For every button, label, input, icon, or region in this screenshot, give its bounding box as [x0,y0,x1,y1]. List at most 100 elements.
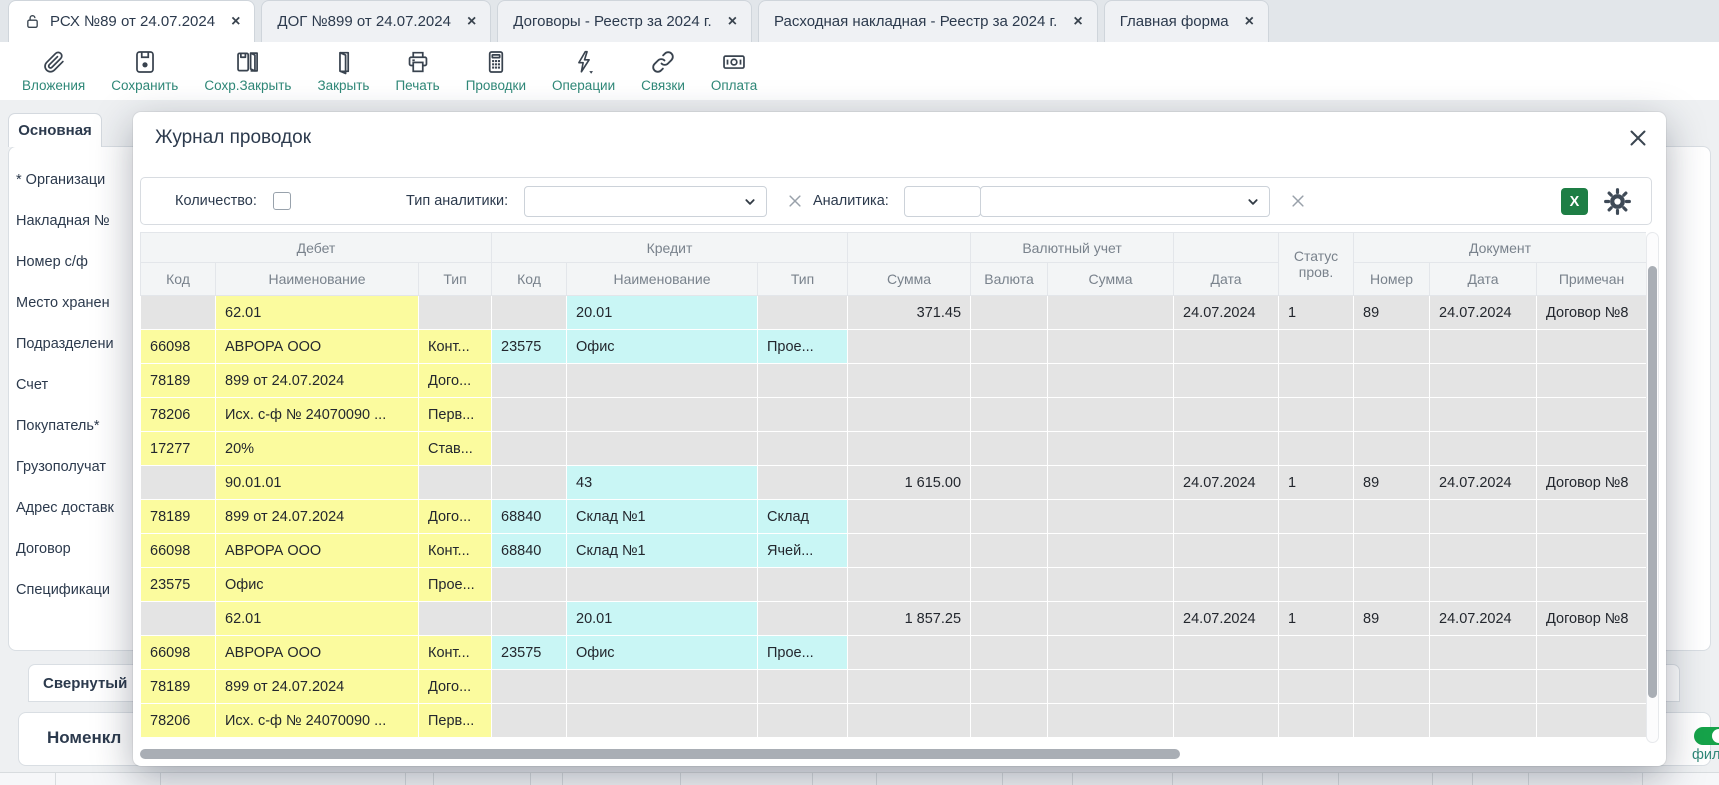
toolbar-button-links[interactable]: Связки [641,49,685,93]
table-cell [1278,329,1355,364]
posting-group-row[interactable]: 90.01.01 43 1 615.00 24.07.2024 1 89 24.07.202… [140,465,1646,500]
table-cell: 1 [1278,295,1355,330]
save-icon [132,49,158,75]
table-cell [1353,431,1431,466]
lightning-icon [571,49,597,75]
grid-group-header: Документ [1353,232,1646,263]
table-cell [1047,431,1175,466]
toolbar-button-payment[interactable]: Оплата [711,49,757,93]
table-cell: АВРОРА ООО [215,533,419,568]
table-cell: 78206 [140,703,216,738]
posting-detail-row[interactable]: 66098 АВРОРА ООО Конт... 23575 Офис Прое... [140,329,1646,364]
toolbar: Вложения Сохранить Сохр.Закрыть Закрыть Печа… [0,42,1719,100]
table-cell [1173,635,1280,670]
toolbar-button-label: Сохр.Закрыть [204,78,292,93]
analytics-type-select[interactable] [524,186,767,217]
toolbar-button-operations[interactable]: Операции [552,49,615,93]
tab-rsx-89-label: РСХ №89 от 24.07.2024 [50,13,216,30]
banknote-icon [721,49,747,75]
table-cell: 1 [1278,465,1355,500]
posting-group-row[interactable]: 62.01 20.01 371.45 24.07.2024 1 89 24.07.2024 Д… [140,295,1646,330]
posting-detail-row[interactable]: 78206 Исх. с-ф № 24070090 ... Перв... [140,703,1646,738]
toolbar-button-close[interactable]: Закрыть [317,49,369,93]
table-cell: Перв... [418,703,492,738]
tab-main-form[interactable]: Главная форма × [1103,0,1269,42]
door-icon [330,49,356,75]
clear-analytics-type-icon[interactable] [786,192,804,210]
export-excel-button[interactable]: X [1561,188,1588,215]
tab-close-icon[interactable]: × [1073,12,1083,30]
tab-contracts-registry[interactable]: Договоры - Реестр за 2024 г. × [497,0,753,42]
tab-expense-invoice-registry[interactable]: Расходная накладная - Реестр за 2024 г. × [758,0,1098,42]
table-cell: Прое... [756,635,849,670]
table-cell: 371.45 [847,295,972,330]
postings-grid: Дебет Кредит Валютный учет Статус пров. Доку… [140,232,1646,738]
posting-detail-row[interactable]: 78189 899 от 24.07.2024 Дого... [140,669,1646,704]
posting-detail-row[interactable]: 78206 Исх. с-ф № 24070090 ... Перв... [140,397,1646,432]
table-cell: 66098 [140,635,216,670]
horizontal-scrollbar-thumb[interactable] [140,749,1180,759]
filter-toggle[interactable] [1694,727,1719,745]
toolbar-button-save-close[interactable]: Сохр.Закрыть [204,49,291,93]
toolbar-button-save[interactable]: Сохранить [111,49,178,93]
table-cell [1353,397,1431,432]
vertical-scrollbar-thumb[interactable] [1648,266,1657,698]
nomenclature-tab[interactable]: Номенкл [47,728,122,747]
toolbar-button-postings[interactable]: Проводки [466,49,526,93]
posting-group-row[interactable]: 62.01 20.01 1 857.25 24.07.2024 1 89 24.07.202… [140,601,1646,636]
table-cell [1353,703,1431,738]
table-cell [1353,567,1431,602]
table-cell [970,703,1049,738]
table-cell: 43 [566,465,758,500]
analytics-type-label: Тип аналитики: [406,193,509,209]
table-cell [1278,431,1355,466]
table-cell: 23575 [140,567,216,602]
table-cell [1536,703,1646,738]
table-cell [566,567,758,602]
toolbar-button-label: Операции [551,78,616,93]
grid-column-header: Тип [418,262,492,296]
posting-detail-row[interactable]: 78189 899 от 24.07.2024 Дого... [140,363,1646,398]
table-cell [970,431,1049,466]
close-icon[interactable] [1626,126,1650,150]
tab-close-icon[interactable]: × [466,12,477,30]
analytics-code-input[interactable] [904,186,981,217]
table-cell [756,295,849,330]
table-cell: Договор №8 [1536,465,1646,500]
table-cell: 89 [1353,295,1431,330]
table-cell [491,567,567,602]
table-cell [970,533,1049,568]
table-cell [1353,329,1431,364]
tab-dog-899[interactable]: ДОГ №899 от 24.07.2024 × [261,0,492,42]
tab-close-icon[interactable]: × [727,12,738,30]
table-cell [566,397,758,432]
toolbar-button-attachments[interactable]: Вложения [22,49,85,93]
posting-detail-row[interactable]: 78189 899 от 24.07.2024 Дого... 68840 Склад … [140,499,1646,534]
table-cell [756,567,849,602]
posting-detail-row[interactable]: 66098 АВРОРА ООО Конт... 68840 Склад №1 Ячей.… [140,533,1646,568]
toolbar-button-print[interactable]: Печать [395,49,440,93]
sidebar-field-label: Счет [16,377,49,393]
tab-close-icon[interactable]: × [231,12,241,30]
table-cell [847,567,972,602]
quantity-checkbox[interactable] [273,192,291,210]
table-cell: 1 615.00 [847,465,972,500]
tab-rsx-89[interactable]: РСХ №89 от 24.07.2024 × [8,0,256,42]
toolbar-button-label: Закрыть [317,78,370,93]
table-cell [1536,329,1646,364]
table-cell [1173,431,1280,466]
table-cell [847,635,972,670]
table-cell [1429,669,1538,704]
posting-detail-row[interactable]: 23575 Офис Прое... [140,567,1646,602]
posting-detail-row[interactable]: 17277 20% Став... [140,431,1646,466]
table-cell [756,363,849,398]
analytics-select[interactable] [980,186,1270,217]
clear-analytics-icon[interactable] [1289,192,1307,210]
gear-icon[interactable] [1603,187,1632,216]
tab-close-icon[interactable]: × [1244,12,1254,30]
background-grid-header [0,772,1719,785]
grid-column-header: Код [140,262,216,296]
tab-main-section[interactable]: Основная [8,113,102,147]
table-cell: 62.01 [215,295,419,330]
posting-detail-row[interactable]: 66098 АВРОРА ООО Конт... 23575 Офис Прое... [140,635,1646,670]
